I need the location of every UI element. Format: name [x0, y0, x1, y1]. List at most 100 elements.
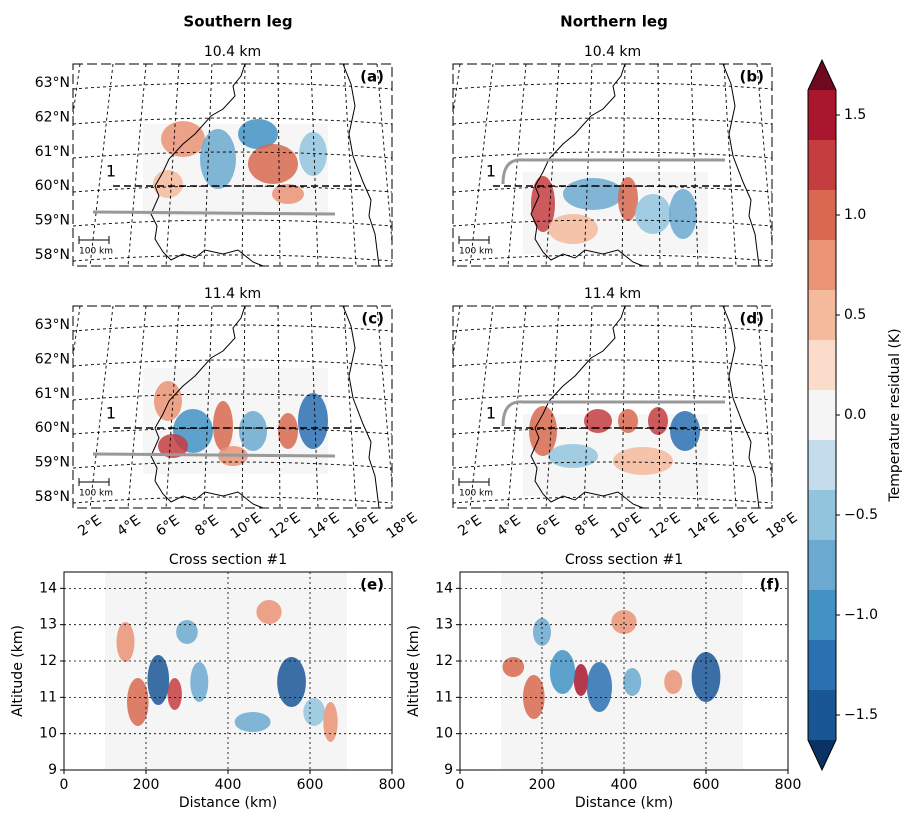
- y-tick-label: 10: [39, 726, 57, 742]
- y-axis-label: Altitude (km): [10, 625, 26, 717]
- lat-grid: [453, 117, 772, 125]
- lon-grid: [73, 64, 81, 118]
- coastline: [342, 306, 380, 508]
- panel-title: 10.4 km: [204, 44, 261, 60]
- lat-label: 59°N: [35, 455, 70, 471]
- lat-grid: [453, 496, 772, 504]
- colorbar-label: Temperature residual (K): [887, 328, 903, 502]
- lon-grid: [469, 306, 494, 508]
- colorbar-band: [808, 390, 836, 440]
- contour-blob: [584, 409, 612, 433]
- lat-grid: [453, 219, 772, 227]
- contour-blob: [161, 121, 205, 157]
- flight-track: [501, 400, 725, 427]
- panel-label: (a): [360, 68, 384, 86]
- contour-blob: [618, 177, 638, 221]
- y-tick-label: 12: [39, 653, 57, 669]
- colorbar-outline: [807, 58, 837, 772]
- contour-blob: [573, 664, 589, 696]
- contour-blob: [623, 668, 642, 696]
- axes-frame: [63, 571, 393, 771]
- contour-blob: [256, 600, 282, 624]
- coastline: [722, 306, 760, 508]
- colorbar-band: [808, 490, 836, 540]
- lon-grid: [203, 64, 213, 266]
- panel-label: (b): [740, 68, 764, 86]
- flight-track: [501, 158, 725, 185]
- x-tick-label: 400: [611, 777, 638, 793]
- contour-blob: [116, 622, 135, 662]
- contour-blob: [664, 670, 683, 694]
- contour-blob: [323, 702, 338, 742]
- lon-grid: [376, 64, 392, 248]
- lon-label: 6°E: [153, 512, 182, 539]
- colorbar-band: [808, 690, 836, 740]
- lon-grid: [453, 64, 461, 118]
- y-tick-label: 9: [48, 762, 57, 778]
- lon-grid: [723, 306, 737, 508]
- contour-blob: [158, 434, 188, 458]
- panel-label: (f): [760, 576, 780, 594]
- contour-blob: [548, 444, 598, 468]
- lon-label: 18°E: [764, 510, 801, 542]
- map-panel: 1 100 km (a) 10.4 km 63°N 62°N 61°N 60°N 59°N 58°…: [35, 44, 393, 267]
- panel-label: (d): [740, 310, 764, 328]
- lon-label: 8°E: [192, 512, 221, 539]
- y-tick-label: 11: [39, 689, 57, 705]
- lat-grid: [73, 219, 392, 227]
- x-tick-label: 600: [693, 777, 720, 793]
- map-content: [453, 64, 772, 266]
- coastline: [342, 64, 380, 266]
- contour-blob: [618, 409, 638, 433]
- map-frame: [452, 63, 773, 267]
- lon-grid: [621, 64, 626, 266]
- contour-blob: [153, 170, 183, 198]
- colorbar-tick-label: 1.5: [844, 107, 866, 123]
- flight-track: [92, 452, 336, 458]
- lon-grid: [545, 306, 560, 508]
- contour-blob: [548, 214, 598, 244]
- coastline: [530, 306, 644, 508]
- x-axis-label: Distance (km): [575, 795, 673, 811]
- lon-grid: [89, 64, 114, 266]
- lat-grid: [73, 254, 392, 262]
- lat-label: 60°N: [35, 178, 70, 194]
- map-frame: [72, 305, 393, 509]
- contour-blob: [200, 129, 236, 189]
- lon-grid: [507, 306, 527, 508]
- lat-grid: [73, 324, 392, 332]
- contour-blob: [190, 662, 209, 702]
- lon-grid: [621, 306, 626, 508]
- y-tick-label: 13: [39, 617, 57, 633]
- lon-grid: [277, 306, 281, 508]
- y-tick-label: 10: [435, 726, 453, 742]
- x-tick-label: 800: [379, 777, 406, 793]
- lat-grid: [73, 82, 392, 90]
- colorbar-band: [808, 590, 836, 640]
- contour-blob: [176, 620, 198, 644]
- lat-label: 61°N: [35, 144, 70, 160]
- lat-grid: [453, 151, 772, 159]
- contour-blob: [613, 447, 673, 475]
- panel-title: 11.4 km: [584, 286, 641, 302]
- lon-grid: [73, 306, 81, 360]
- contour-blob: [670, 411, 700, 451]
- x-tick-label: 0: [60, 777, 69, 793]
- panel-label: (c): [361, 310, 384, 328]
- lon-grid: [690, 306, 699, 508]
- flight-track: [92, 210, 336, 216]
- map-panel: 1 100 km (d) 11.4 km 2°E 4°E 6°E 8°E 10°E 12°E 14°…: [452, 286, 801, 542]
- lat-grid: [73, 359, 392, 367]
- lon-label: 12°E: [647, 510, 684, 542]
- lon-grid: [756, 64, 772, 248]
- lon-grid: [241, 64, 246, 266]
- y-tick-label: 13: [435, 617, 453, 633]
- colorbar-extend-high: [808, 60, 836, 90]
- contour-blob: [303, 698, 325, 726]
- scale-label: 100 km: [79, 489, 113, 499]
- colorbar-band: [808, 240, 836, 290]
- colorbar-tick-label: 1.0: [844, 207, 866, 223]
- lon-grid: [165, 64, 180, 266]
- lat-grid: [453, 427, 772, 435]
- lat-grid: [453, 359, 772, 367]
